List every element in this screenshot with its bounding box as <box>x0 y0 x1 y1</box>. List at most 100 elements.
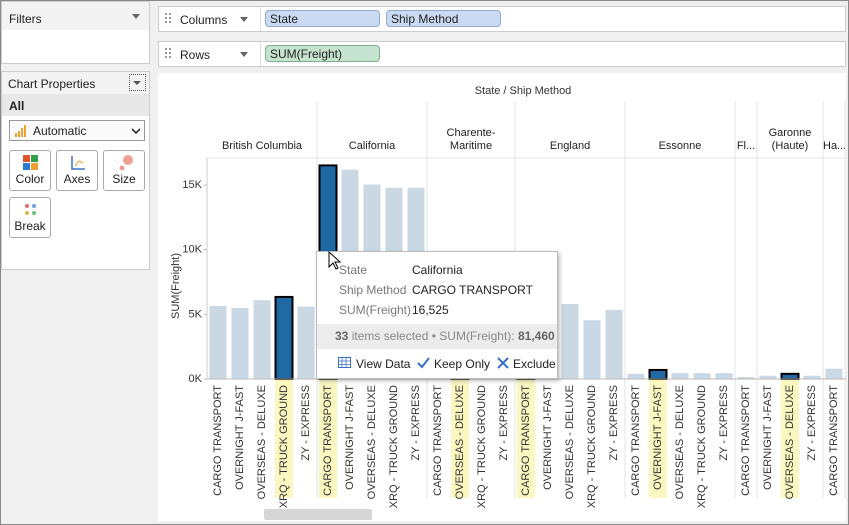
label-highlight <box>517 380 535 498</box>
bar <box>737 377 755 379</box>
y-tick-label: 15K <box>182 179 202 191</box>
pill[interactable]: Ship Method <box>386 10 501 27</box>
label-highlight <box>319 380 337 498</box>
label-highlight <box>649 380 667 498</box>
scope-label[interactable]: All <box>9 99 25 113</box>
state-header[interactable]: Garonne (Haute) <box>768 127 812 152</box>
tooltip-label: State <box>339 263 368 277</box>
x-tick-label: OVERSEAS - DELUXE <box>674 385 686 499</box>
state-header[interactable]: Charente-Maritime <box>446 127 496 152</box>
x-tick-label: OVERSEAS - DELUXE <box>366 385 378 499</box>
tooltip-value: 16,525 <box>412 303 449 317</box>
x-tick-label: CARGO TRANSPORT <box>432 385 444 496</box>
divider <box>260 42 261 66</box>
label-highlight <box>275 380 293 498</box>
label-highlight <box>451 380 469 498</box>
tooltip-value: CARGO TRANSPORT <box>412 283 533 297</box>
x-tick-label: CARGO TRANSPORT <box>828 385 840 496</box>
selected-text: items selected • SUM(Freight): <box>351 329 515 343</box>
x-tick-label: ZY - EXPRESS <box>410 385 422 461</box>
axes-button[interactable]: Axes <box>56 150 98 191</box>
bar <box>693 373 711 379</box>
bar <box>583 320 601 379</box>
bar <box>715 373 733 379</box>
state-header[interactable]: California <box>348 140 396 152</box>
view-data-action[interactable]: View Data <box>356 357 411 371</box>
x-tick-label: OVERNIGHT J-FAST <box>344 385 356 490</box>
columns-menu[interactable] <box>240 17 250 23</box>
tooltip-value: California <box>412 263 463 277</box>
y-tick-label: 0K <box>189 373 203 385</box>
columns-label: Columns <box>180 13 228 27</box>
x-tick-label: OVERSEAS - DELUXE <box>564 385 576 499</box>
y-axis-title: SUM(Freight) <box>170 253 182 319</box>
break-button[interactable]: Break <box>9 197 51 238</box>
bar <box>209 305 227 379</box>
bar <box>803 375 821 379</box>
state-header[interactable]: England <box>549 140 591 152</box>
selected-count: 33 <box>335 329 349 343</box>
x-tick-label: XRQ - TRUCK GROUND <box>696 385 708 508</box>
filters-menu[interactable] <box>132 14 142 20</box>
x-tick-label: CARGO TRANSPORT <box>322 385 334 496</box>
rows-menu[interactable] <box>240 52 250 58</box>
bar <box>231 307 249 379</box>
tooltip: State California Ship Method CARGO TRANS… <box>316 251 558 379</box>
chart-properties-title: Chart Properties <box>8 77 96 91</box>
bar <box>627 373 645 379</box>
scope-row <box>2 94 149 116</box>
button-label: Axes <box>63 172 91 186</box>
pill[interactable]: SUM(Freight) <box>265 45 380 62</box>
keep-only-action[interactable]: Keep Only <box>434 357 491 371</box>
chart-properties-header <box>2 72 149 94</box>
color-button[interactable]: Color <box>9 150 51 191</box>
state-header[interactable]: British Columbia <box>221 140 303 152</box>
x-tick-label: ZY - EXPRESS <box>718 385 730 461</box>
button-label: Break <box>14 219 46 233</box>
bar <box>759 375 777 379</box>
bar <box>561 304 579 379</box>
state-header[interactable]: Ha... <box>823 140 845 152</box>
pill[interactable]: State <box>265 10 380 27</box>
state-header[interactable]: Fl... <box>736 140 756 152</box>
mark-type-dropdown[interactable]: Automatic <box>9 120 145 141</box>
filters-header <box>2 2 149 30</box>
y-tick-label: 10K <box>182 244 202 256</box>
x-tick-label: OVERNIGHT J-FAST <box>234 385 246 490</box>
bar <box>648 368 668 380</box>
exclude-action[interactable]: Exclude <box>513 357 556 371</box>
button-label: Color <box>15 172 45 186</box>
x-tick-label: ZY - EXPRESS <box>806 385 818 461</box>
x-tick-label: OVERSEAS - DELUXE <box>784 385 796 499</box>
divider <box>260 7 261 31</box>
rows-label: Rows <box>180 48 211 62</box>
rows-shelf: Rows SUM(Freight) <box>158 41 846 67</box>
columns-shelf: Columns State Ship Method <box>158 6 846 32</box>
x-tick-label: ZY - EXPRESS <box>300 385 312 461</box>
mouse-cursor <box>328 251 342 270</box>
x-tick-label: OVERSEAS - DELUXE <box>256 385 268 499</box>
properties-menu[interactable] <box>129 74 146 91</box>
bar <box>605 309 623 379</box>
size-button[interactable]: Size <box>103 150 145 191</box>
bar <box>253 300 271 379</box>
x-tick-label: OVERNIGHT J-FAST <box>542 385 554 490</box>
x-tick-label: CARGO TRANSPORT <box>520 385 532 496</box>
label-highlight <box>781 380 799 498</box>
bar <box>274 295 294 381</box>
x-tick-label: OVERNIGHT J-FAST <box>652 385 664 490</box>
filters-panel: Filters <box>1 1 150 64</box>
x-tick-label: XRQ - TRUCK GROUND <box>476 385 488 508</box>
chart-properties-panel: Chart Properties All Automatic Color Axe… <box>1 71 150 270</box>
button-label: Size <box>112 172 136 186</box>
mark-type: Automatic <box>33 124 87 138</box>
selected-total: 81,460 <box>517 329 555 343</box>
scrollbar-thumb[interactable] <box>264 509 372 520</box>
x-tick-label: ZY - EXPRESS <box>498 385 510 461</box>
bar <box>671 373 689 379</box>
bar <box>297 306 315 379</box>
state-header[interactable]: Essonne <box>658 140 702 152</box>
x-tick-label: OVERSEAS - DELUXE <box>454 385 466 499</box>
chart-title: State / Ship Method <box>475 85 572 97</box>
